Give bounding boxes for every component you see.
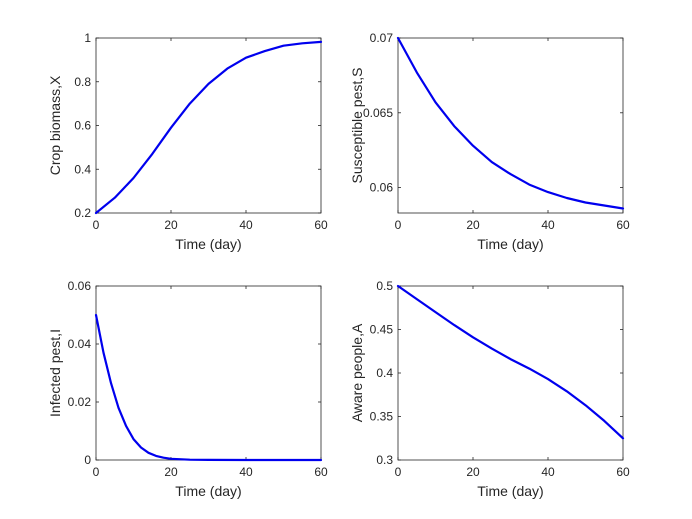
axes-box (397, 37, 624, 214)
x-tick-label: 40 (239, 218, 253, 232)
susceptible-pest-panel: 0 20 40 60 0.06 0.065 0.07 Time (day) Susceptibl… (349, 31, 630, 252)
x-axis-label: Time (day) (477, 483, 543, 499)
axes-box (397, 285, 624, 461)
y-axis-label: Crop biomass,X (47, 75, 63, 175)
y-tick-label: 0.4 (74, 162, 91, 176)
y-tick-label: 0 (84, 453, 91, 467)
x-tick-label: 60 (314, 465, 328, 479)
y-tick-label: 0.065 (363, 106, 393, 120)
x-axis-label: Time (day) (477, 236, 543, 252)
y-tick-label: 0.07 (370, 31, 394, 45)
infected-pest-panel: 0 20 40 60 0 0.02 0.04 0.06 Time (day) Infected p… (47, 279, 328, 499)
x-tick-label: 60 (314, 218, 328, 232)
x-tick-label: 20 (164, 465, 178, 479)
x-tick-label: 20 (164, 218, 178, 232)
x-tick-label: 60 (616, 465, 630, 479)
y-tick-label: 0.35 (370, 410, 394, 424)
y-tick-label: 0.06 (68, 279, 92, 293)
x-tick-label: 40 (541, 218, 555, 232)
series-line-A (396, 284, 625, 440)
x-tick-label: 60 (616, 218, 630, 232)
axes-box (95, 37, 322, 214)
y-tick-label: 0.06 (370, 181, 394, 195)
x-tick-label: 20 (466, 218, 480, 232)
y-axis-label: Infected pest,I (47, 329, 63, 417)
series-line-S (396, 36, 625, 210)
y-tick-label: 0.6 (74, 119, 91, 133)
axes-box (95, 285, 322, 461)
y-axis-label: Aware people,A (349, 323, 365, 422)
y-tick-label: 0.04 (68, 337, 92, 351)
x-tick-label: 0 (93, 465, 100, 479)
x-tick-label: 0 (395, 218, 402, 232)
series-line-X (94, 40, 323, 215)
x-axis-label: Time (day) (175, 236, 241, 252)
x-tick-label: 40 (239, 465, 253, 479)
crop-biomass-panel: 0 20 40 60 0.2 0.4 0.6 0.8 1 Time (day) Crop bioma… (47, 31, 328, 252)
y-tick-label: 0.4 (376, 366, 393, 380)
y-tick-label: 0.5 (376, 279, 393, 293)
series-line-I (94, 313, 323, 462)
y-tick-label: 0.3 (376, 453, 393, 467)
x-tick-label: 20 (466, 465, 480, 479)
x-axis-label: Time (day) (175, 483, 241, 499)
x-tick-label: 0 (395, 465, 402, 479)
aware-people-panel: 0 20 40 60 0.3 0.35 0.4 0.45 0.5 Time (day) Aware … (349, 279, 630, 499)
y-tick-label: 0.2 (74, 206, 91, 220)
y-tick-label: 0.02 (68, 395, 92, 409)
y-tick-label: 0.8 (74, 75, 91, 89)
x-tick-label: 40 (541, 465, 555, 479)
y-tick-label: 1 (84, 31, 91, 45)
x-tick-label: 0 (93, 218, 100, 232)
y-axis-label: Susceptible pest,S (349, 68, 365, 184)
y-tick-label: 0.45 (370, 323, 394, 337)
